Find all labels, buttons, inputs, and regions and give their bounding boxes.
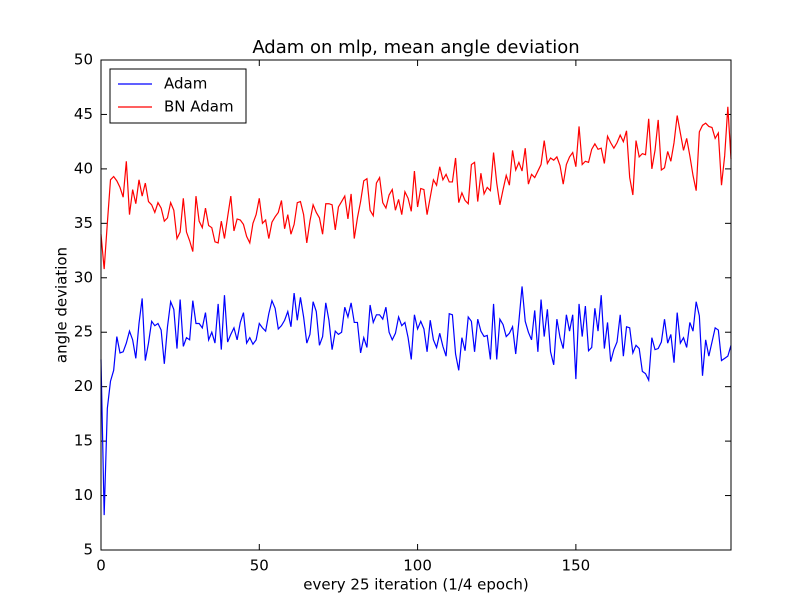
y-tick-label: 40 (74, 159, 93, 177)
y-tick-label: 25 (74, 323, 93, 341)
y-tick-label: 30 (74, 268, 93, 286)
x-tick-label: 50 (250, 557, 269, 575)
y-tick-label: 5 (83, 541, 93, 559)
legend-label: Adam (164, 75, 207, 93)
y-tick-label: 15 (74, 432, 93, 450)
data-line (100, 106, 732, 270)
x-tick-label: 100 (403, 557, 432, 575)
data-line (100, 286, 732, 516)
legend-label: BN Adam (164, 98, 234, 116)
y-tick-label: 10 (74, 486, 93, 504)
x-tick-label: 0 (96, 557, 106, 575)
y-axis-label: angle deviation (53, 247, 71, 363)
legend-box (109, 68, 247, 124)
plot-frame (100, 59, 732, 551)
y-tick-label: 50 (74, 51, 93, 69)
y-tick-label: 45 (74, 105, 93, 123)
x-tick-label: 150 (562, 557, 591, 575)
y-tick-label: 20 (74, 377, 93, 395)
chart-title: Adam on mlp, mean angle deviation (252, 37, 579, 58)
y-tick-label: 35 (74, 214, 93, 232)
x-axis-label: every 25 iteration (1/4 epoch) (303, 576, 528, 594)
